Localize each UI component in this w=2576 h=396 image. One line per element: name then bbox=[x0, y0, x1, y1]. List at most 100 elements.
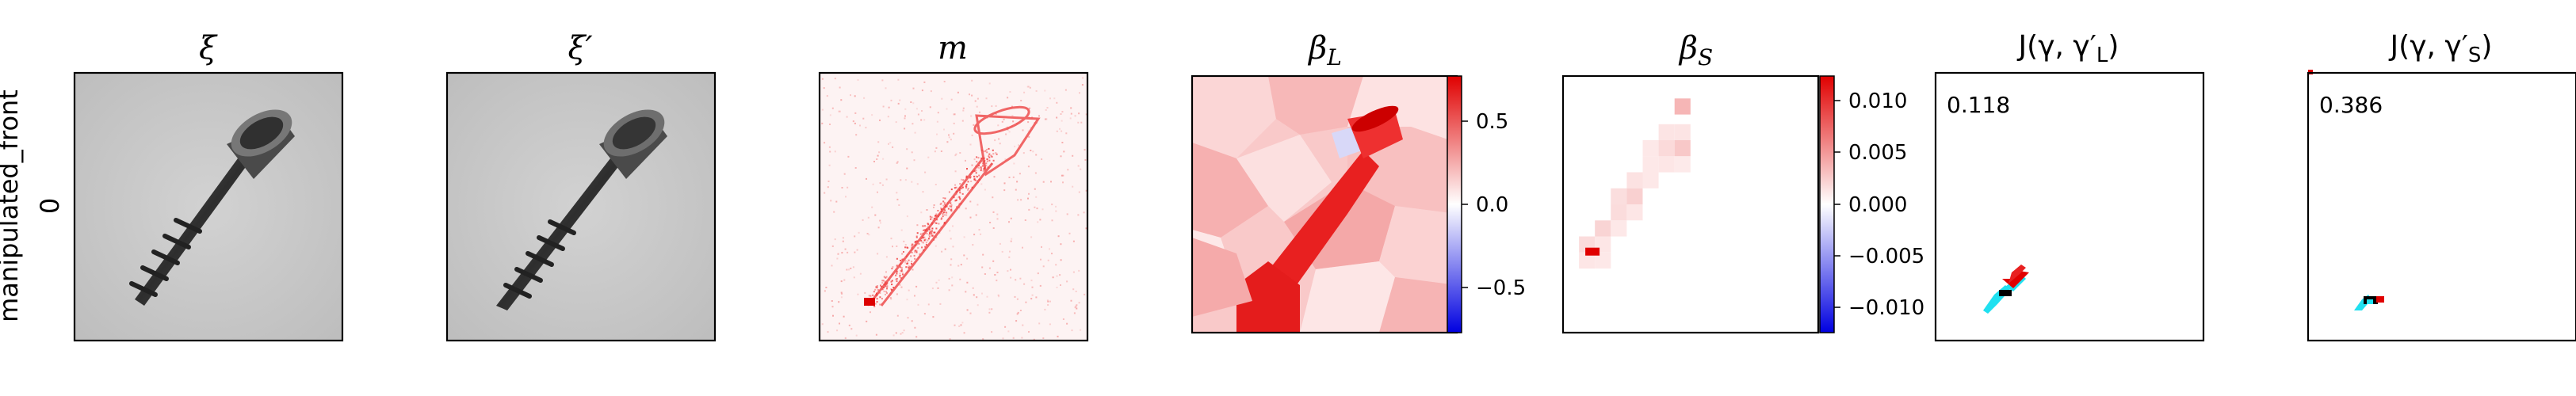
colorbar-beta-s-tick: −0.010 bbox=[1848, 296, 1924, 320]
speckle-dot bbox=[975, 214, 977, 216]
speckle-dot bbox=[892, 146, 894, 148]
speckle-dot bbox=[904, 117, 906, 120]
speckle-dot bbox=[1008, 177, 1011, 178]
speckle-dot bbox=[914, 131, 916, 134]
speckle-dot bbox=[950, 258, 953, 261]
speckle-dot bbox=[848, 324, 850, 326]
speckle-dot bbox=[975, 169, 977, 172]
speckle-dot bbox=[996, 153, 998, 155]
speckle-dot bbox=[840, 296, 843, 299]
speckle-dot bbox=[907, 262, 909, 265]
speckle-dot bbox=[950, 206, 953, 208]
speckle-dot bbox=[1081, 84, 1084, 86]
speckle-dot bbox=[1061, 111, 1064, 113]
speckle-dot bbox=[920, 119, 923, 121]
speckle-dot bbox=[963, 236, 965, 238]
speckle-dot bbox=[854, 251, 856, 253]
speckle-dot bbox=[904, 246, 907, 249]
speckle-dot bbox=[933, 204, 935, 206]
speckle-dot bbox=[949, 205, 951, 208]
speckle-dot bbox=[900, 333, 902, 335]
speckle-dot bbox=[890, 280, 892, 283]
speckle-dot bbox=[1056, 101, 1058, 104]
beta-s-patch bbox=[1611, 220, 1627, 237]
speckle-dot bbox=[841, 252, 843, 254]
speckle-dot bbox=[949, 338, 951, 341]
speckle-dot bbox=[906, 299, 908, 301]
speckle-dot bbox=[839, 86, 841, 89]
speckle-dot bbox=[859, 272, 862, 275]
speckle-dot bbox=[832, 314, 834, 317]
panel-m: m bbox=[818, 30, 1089, 342]
speckle-dot bbox=[1049, 248, 1050, 250]
panel-j-s: J(γ, γ′S) 0.386 bbox=[2307, 30, 2576, 342]
speckle-dot bbox=[925, 244, 927, 246]
speckle-dot bbox=[890, 238, 892, 240]
speckle-dot bbox=[876, 301, 878, 303]
speckle-dot bbox=[871, 206, 873, 208]
speckle-dot bbox=[942, 215, 944, 218]
speckle-dot bbox=[917, 303, 919, 306]
speckle-dot bbox=[923, 81, 926, 83]
speckle-dot bbox=[950, 98, 953, 101]
speckle-dot bbox=[980, 169, 982, 172]
speckle-dot bbox=[927, 303, 930, 306]
speckle-dot bbox=[950, 238, 952, 240]
speckle-dot bbox=[900, 269, 902, 272]
speckle-dot bbox=[911, 320, 913, 322]
speckle-dot bbox=[963, 332, 965, 334]
speckle-dot bbox=[904, 179, 907, 181]
speckle-dot bbox=[1003, 189, 1006, 192]
speckle-dot bbox=[895, 332, 897, 334]
speckle-dot bbox=[932, 316, 934, 318]
speckle-dot bbox=[874, 214, 877, 216]
speckle-dot bbox=[885, 291, 888, 293]
panel-j-s-frame bbox=[2307, 71, 2576, 342]
speckle-dot bbox=[1017, 199, 1019, 201]
speckle-dot bbox=[1042, 265, 1045, 268]
speckle-dot bbox=[946, 205, 948, 208]
speckle-dot bbox=[942, 197, 945, 199]
speckle-dot bbox=[958, 207, 961, 209]
speckle-dot bbox=[916, 232, 919, 234]
speckle-dot bbox=[955, 193, 957, 196]
colorbar-beta-s: 0.010 0.005 0.000 −0.005 −0.010 bbox=[1819, 75, 1924, 333]
speckle-dot bbox=[850, 267, 852, 269]
speckle-dot bbox=[831, 306, 834, 308]
speckle-dot bbox=[884, 281, 886, 284]
speckle-dot bbox=[988, 156, 991, 158]
speckle-dot bbox=[971, 79, 973, 82]
speckle-dot bbox=[1051, 219, 1053, 222]
speckle-dot bbox=[934, 215, 937, 217]
speckle-dot bbox=[872, 183, 874, 185]
speckle-dot bbox=[835, 200, 838, 203]
speckle-dot bbox=[824, 142, 826, 144]
speckle-dot bbox=[981, 161, 984, 163]
speckle-dot bbox=[1022, 152, 1025, 154]
speckle-dot bbox=[988, 159, 991, 162]
speckle-dot bbox=[915, 251, 918, 253]
speckle-dot bbox=[824, 192, 826, 194]
speckle-dot bbox=[1077, 165, 1080, 167]
speckle-dot bbox=[1052, 276, 1054, 279]
speckle-dot bbox=[1001, 250, 1003, 253]
speckle-dot bbox=[831, 265, 833, 267]
speckle-dot bbox=[1080, 329, 1082, 331]
speckle-dot bbox=[896, 161, 899, 163]
speckle-dot bbox=[896, 272, 898, 275]
speckle-dot bbox=[959, 278, 961, 280]
beta-s-hot-patch bbox=[1585, 247, 1600, 256]
speckle-dot bbox=[950, 208, 953, 211]
speckle-dot bbox=[1017, 311, 1019, 314]
speckle-dot bbox=[882, 280, 885, 282]
speckle-dot bbox=[911, 181, 913, 183]
speckle-dot bbox=[980, 183, 983, 185]
speckle-dot bbox=[952, 225, 954, 227]
speckle-dot bbox=[923, 229, 926, 231]
speckle-dot bbox=[831, 245, 834, 247]
speckle-dot bbox=[831, 300, 833, 302]
speckle-dot bbox=[913, 159, 915, 162]
speckle-dot bbox=[831, 107, 834, 109]
speckle-dot bbox=[988, 154, 991, 156]
